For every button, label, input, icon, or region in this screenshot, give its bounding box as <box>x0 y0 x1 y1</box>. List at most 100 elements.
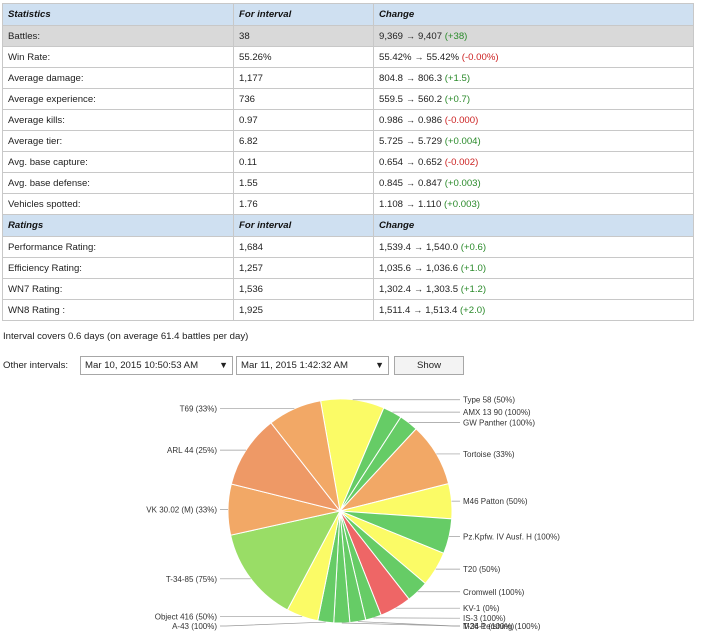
stat-interval-value: 1,177 <box>233 67 374 89</box>
pie-label: Pz.Kpfw. IV Ausf. H (100%) <box>463 532 560 541</box>
pie-slice[interactable] <box>230 510 341 611</box>
for-interval-header: For interval <box>233 3 374 26</box>
statistics-body: Battles: 38 9,369 → 9,407 (+38) Win Rate: 55.2… <box>2 25 694 215</box>
stat-name: Vehicles spotted: <box>2 193 234 215</box>
stat-name: Average kills: <box>2 109 234 131</box>
change-delta: (+2.0) <box>459 304 486 316</box>
stat-change: 5.725 → 5.729 (+0.004) <box>373 130 694 152</box>
pie-slice[interactable] <box>270 400 341 512</box>
change-delta: (+0.6) <box>460 241 487 253</box>
stat-change: 0.654 → 0.652 (-0.002) <box>373 151 694 173</box>
change-to: 55.42% <box>426 51 460 63</box>
statistics-table: Statistics For interval Change Battles: 3… <box>2 3 694 321</box>
pie-slice[interactable] <box>230 422 342 512</box>
change-from: 0.845 <box>379 177 404 189</box>
pie-label: M26 Pershing (100%) <box>463 622 541 631</box>
arrow-right-icon: → <box>406 114 416 125</box>
pie-leader-line <box>341 622 460 627</box>
stat-name: Win Rate: <box>2 46 234 68</box>
arrow-right-icon: → <box>406 72 416 83</box>
pie-label: T20 (50%) <box>463 565 501 574</box>
stat-change: 1.108 → 1.110 (+0.003) <box>373 193 694 215</box>
pie-label: Tortoise (33%) <box>463 450 515 459</box>
change-to: 9,407 <box>418 30 443 42</box>
change-delta: (+1.2) <box>460 283 487 295</box>
show-button[interactable]: Show <box>394 356 464 375</box>
change-to: 1,540.0 <box>426 241 459 253</box>
statistics-header: Statistics <box>2 3 234 26</box>
ratings-body: Performance Rating: 1,684 1,539.4 → 1,540.0 … <box>2 236 694 321</box>
change-from: 1.108 <box>379 198 404 210</box>
stat-row: Vehicles spotted: 1.76 1.108 → 1.110 (+0.003… <box>2 193 694 215</box>
change-from: 55.42% <box>379 51 412 63</box>
stat-change: 559.5 → 560.2 (+0.7) <box>373 88 694 110</box>
rating-row: WN8 Rating :1,925 1,511.4 → 1,513.4 (+2.0) <box>2 299 694 321</box>
change-from: 804.8 <box>379 72 404 84</box>
change-delta: (+0.003) <box>443 198 480 210</box>
pie-label: ARL 44 (25%) <box>167 446 217 455</box>
change-to: 0.847 <box>418 177 443 189</box>
stat-row: Win Rate: 55.26% 55.42% → 55.42% (-0.00%) <box>2 46 694 68</box>
change-to: 0.652 <box>418 156 443 168</box>
change-delta: (+0.7) <box>444 93 471 105</box>
change-from: 1,035.6 <box>379 262 412 274</box>
stat-row: Avg. base defense: 1.55 0.845 → 0.847 (+0.00… <box>2 172 694 194</box>
stat-row: Average damage: 1,177 804.8 → 806.3 (+1.5) <box>2 67 694 89</box>
change-from: 1,539.4 <box>379 241 412 253</box>
change-from: 559.5 <box>379 93 404 105</box>
change-delta: (+38) <box>444 30 468 42</box>
pie-label: M46 Patton (50%) <box>463 497 528 506</box>
rating-row: WN7 Rating: 1,536 1,302.4 → 1,303.5 (+1.2) <box>2 278 694 300</box>
stat-change: 0.845 → 0.847 (+0.003) <box>373 172 694 194</box>
arrow-right-icon: → <box>414 241 424 252</box>
change-delta: (+0.004) <box>444 135 481 147</box>
ratings-for-interval-header: For interval <box>233 214 374 237</box>
stat-name: Average damage: <box>2 67 234 89</box>
stat-interval-value: 38 <box>233 25 374 47</box>
change-from: 0.986 <box>379 114 404 126</box>
rating-name: Performance Rating: <box>2 236 234 258</box>
arrow-right-icon: → <box>406 198 416 209</box>
stat-name: Average tier: <box>2 130 234 152</box>
ratings-header-row: Ratings For interval Change <box>2 214 694 237</box>
ratings-header: Ratings <box>2 214 234 237</box>
rating-interval-value: 1,257 <box>233 257 374 279</box>
tank-pie-chart: Type 58 (50%) AMX 13 90 (100%) GW Panther … <box>146 396 560 631</box>
change-to: 5.729 <box>418 135 443 147</box>
stat-name: Avg. base defense: <box>2 172 234 194</box>
rating-change: 1,511.4 → 1,513.4 (+2.0) <box>373 299 694 321</box>
pie-label: Type 58 (50%) <box>463 396 515 405</box>
stat-interval-value: 0.97 <box>233 109 374 131</box>
pie-label: Cromwell (100%) <box>463 588 525 597</box>
arrow-right-icon: → <box>414 262 424 273</box>
arrow-right-icon: → <box>406 135 416 146</box>
pie-label: A-43 (100%) <box>172 622 217 631</box>
change-to: 1,036.6 <box>426 262 459 274</box>
rating-change: 1,302.4 → 1,303.5 (+1.2) <box>373 278 694 300</box>
arrow-right-icon: → <box>414 283 424 294</box>
other-intervals-label: Other intervals: <box>3 360 69 371</box>
stat-row: Average kills: 0.97 0.986 → 0.986 (-0.000) <box>2 109 694 131</box>
change-to: 1,303.5 <box>426 283 459 295</box>
change-from: 0.654 <box>379 156 404 168</box>
change-delta: (-0.00%) <box>461 51 499 63</box>
arrow-right-icon: → <box>413 304 423 315</box>
arrow-right-icon: → <box>414 51 424 62</box>
interval-from-select[interactable]: Mar 10, 2015 10:50:53 AM ▼ <box>80 356 233 375</box>
rating-name: WN7 Rating: <box>2 278 234 300</box>
rating-interval-value: 1,536 <box>233 278 374 300</box>
rating-interval-value: 1,684 <box>233 236 374 258</box>
change-to: 806.3 <box>418 72 443 84</box>
stat-row: Average tier: 6.82 5.725 → 5.729 (+0.004) <box>2 130 694 152</box>
stat-name: Avg. base capture: <box>2 151 234 173</box>
change-to: 1,513.4 <box>425 304 458 316</box>
change-from: 1,302.4 <box>379 283 412 295</box>
change-header: Change <box>373 3 694 26</box>
ratings-change-header: Change <box>373 214 694 237</box>
stat-name: Average experience: <box>2 88 234 110</box>
arrow-right-icon: → <box>406 177 416 188</box>
statistics-header-row: Statistics For interval Change <box>2 3 694 26</box>
interval-to-select[interactable]: Mar 11, 2015 1:42:32 AM ▼ <box>236 356 389 375</box>
change-to: 1.110 <box>418 198 442 210</box>
rating-change: 1,539.4 → 1,540.0 (+0.6) <box>373 236 694 258</box>
